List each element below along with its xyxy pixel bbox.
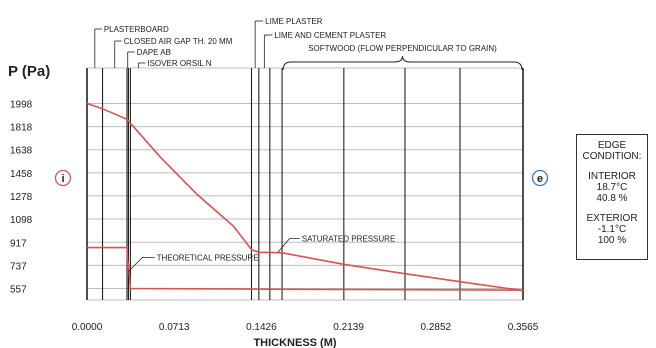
interior-label: INTERIOR [588,171,636,182]
y-tick-label: 737 [10,261,27,272]
layer-label: ISOVER ORSIL N [147,59,211,68]
x-tick-label: 0.2852 [421,322,452,333]
annotation-leader [128,256,155,272]
x-axis-label: THICKNESS (M) [253,337,336,348]
interior-marker: i [54,169,72,187]
series-line [87,246,524,291]
x-tick-label: 0.3565 [508,322,539,333]
exterior-temperature: -1.1°C [597,224,627,235]
interior-temperature: 18.7°C [596,182,628,193]
edge-condition-box: EDGE CONDITION: INTERIOR 18.7°C 40.8 % E… [576,134,648,260]
y-tick-label: 557 [10,284,27,295]
exterior-marker-label: e [537,173,543,185]
layer-label: LIME AND CEMENT PLASTER [274,31,386,40]
saturated-pressure-annotation: SATURATED PRESSURE [302,234,396,243]
softwood-brace [282,55,523,71]
x-tick-label: 0.2139 [333,322,364,333]
grid-lines [88,67,523,301]
exterior-label: EXTERIOR [586,213,638,224]
interior-humidity: 40.8 % [596,193,628,204]
y-tick-label: 1818 [10,123,33,134]
layer-label: LIME PLASTER [265,17,323,26]
exterior-marker: e [531,169,549,187]
layer-labels: PLASTERBOARD CLOSED AIR GAP TH. 20 MM DAPE… [94,17,523,272]
edge-condition-title-1: EDGE [597,140,627,151]
series-lines [86,102,524,292]
annotation-leader [277,237,300,253]
axis-ticks: 1998 1818 1638 1458 1278 1098 917 737 557 0.0000 0… [10,100,539,333]
y-tick-label: 1638 [10,146,33,157]
x-tick-label: 0.0000 [72,322,103,333]
y-tick-label: 1278 [10,192,33,203]
y-tick-label: 917 [10,238,27,249]
y-axis-label: P (Pa) [8,63,50,80]
edge-condition-title-2: CONDITION: [582,151,642,162]
theoretical-pressure-annotation: THEORETICAL PRESSURE [157,253,259,262]
exterior-humidity: 100 % [597,235,627,246]
interior-marker-label: i [61,173,64,185]
layer-label: DAPE AB [137,48,171,57]
softwood-label: SOFTWOOD (FLOW PERPENDICULAR TO GRAIN) [308,44,497,53]
x-tick-label: 0.0713 [159,322,190,333]
layer-label: CLOSED AIR GAP TH. 20 MM [124,37,233,46]
y-tick-label: 1098 [10,215,33,226]
x-tick-label: 0.1426 [246,322,277,333]
y-tick-label: 1458 [10,169,33,180]
layer-label: PLASTERBOARD [104,25,169,34]
series-line [86,102,524,292]
y-tick-label: 1998 [10,100,33,111]
